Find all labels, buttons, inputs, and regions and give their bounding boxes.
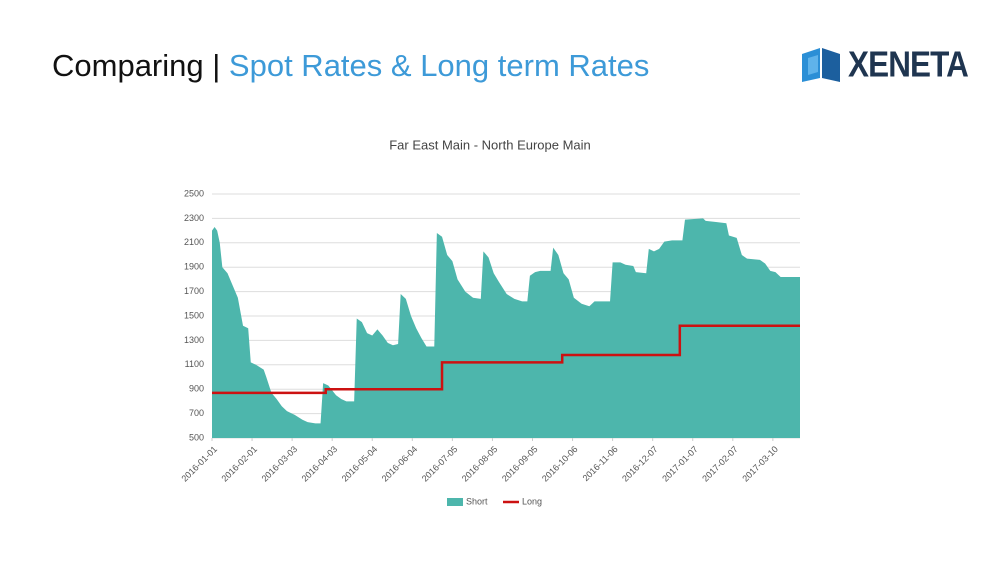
y-tick-label: 1900 [184, 262, 204, 272]
y-tick-label: 2300 [184, 213, 204, 223]
y-tick-label: 700 [189, 408, 204, 418]
y-tick-label: 1300 [184, 335, 204, 345]
x-tick-label: 2016-03-03 [260, 444, 300, 484]
x-tick-label: 2016-01-01 [179, 444, 219, 484]
slide-title: Comparing | Spot Rates & Long term Rates [52, 48, 649, 84]
x-tick-label: 2016-09-05 [500, 444, 540, 484]
y-tick-label: 900 [189, 384, 204, 394]
line [212, 324, 800, 395]
logo-icon [808, 55, 818, 75]
x-tick-label: 2016-05-04 [340, 444, 380, 484]
x-tick-label: 2016-10-06 [540, 444, 580, 484]
y-tick-label: 1100 [185, 359, 204, 369]
legend-label: Short [466, 496, 488, 506]
logo: XENETA [802, 44, 970, 85]
area [212, 218, 800, 438]
x-tick-label: 2016-04-03 [300, 444, 340, 484]
x-tick-label: 2017-01-07 [660, 444, 700, 484]
y-tick-label: 2500 [184, 188, 204, 198]
x-tick-label: 2016-07-05 [420, 444, 460, 484]
logo-icon [822, 48, 840, 82]
chart-title: Far East Main - North Europe Main [389, 137, 591, 152]
y-tick-label: 500 [189, 432, 204, 442]
y-tick-label: 1700 [184, 286, 204, 296]
legend-label: Long [522, 496, 542, 506]
x-tick-label: 2016-08-05 [460, 444, 500, 484]
x-tick-label: 2017-03-10 [740, 444, 780, 484]
x-tick-label: 2016-06-04 [380, 444, 420, 484]
y-tick-label: 2100 [184, 237, 204, 247]
logo-text: XENETA [848, 44, 969, 85]
title-prefix: Comparing | [52, 48, 221, 83]
legend-swatch [447, 498, 463, 506]
title-highlight: Spot Rates & Long term Rates [228, 48, 650, 83]
x-tick-label: 2016-12-07 [620, 444, 660, 484]
x-tick-label: 2016-11-06 [581, 444, 620, 483]
y-tick-label: 1500 [184, 310, 204, 320]
x-tick-label: 2016-02-01 [220, 444, 260, 484]
x-tick-label: 2017-02-07 [700, 444, 740, 484]
